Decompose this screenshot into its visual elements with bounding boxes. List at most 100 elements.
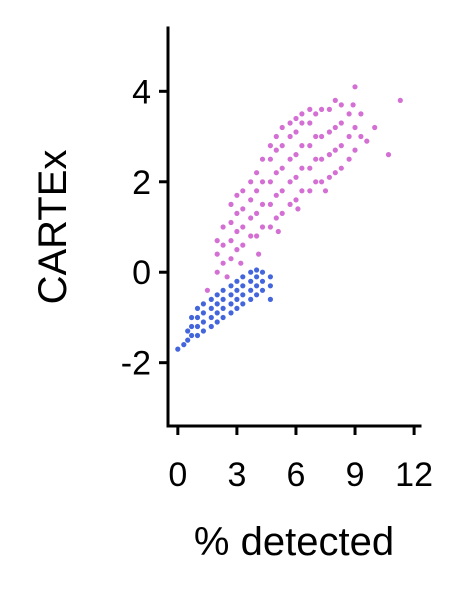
data-point: [267, 296, 273, 302]
x-tick-label: 6: [287, 456, 306, 494]
data-point: [313, 179, 319, 185]
data-point: [273, 215, 279, 221]
data-point: [326, 152, 332, 158]
data-point: [287, 133, 293, 140]
data-point: [326, 129, 332, 135]
x-axis-title: % detected: [194, 520, 394, 564]
data-point: [319, 156, 325, 162]
data-point: [254, 267, 260, 273]
data-point: [234, 192, 240, 198]
data-point: [397, 97, 403, 103]
data-point: [332, 124, 338, 131]
data-point: [220, 242, 226, 248]
data-point: [228, 283, 234, 289]
data-point: [332, 170, 338, 176]
data-point: [200, 328, 206, 334]
data-point: [228, 219, 234, 226]
data-point: [175, 346, 181, 352]
data-point: [234, 247, 240, 253]
data-point: [352, 84, 358, 90]
data-point: [208, 296, 214, 302]
data-point: [332, 147, 338, 153]
data-point: [214, 238, 220, 244]
data-point: [295, 206, 301, 212]
data-point: [332, 97, 338, 103]
data-point: [346, 111, 352, 117]
data-point: [220, 260, 226, 266]
data-point: [208, 323, 214, 330]
data-point: [214, 251, 220, 257]
data-point: [313, 111, 319, 117]
data-point: [248, 296, 254, 302]
data-point: [214, 310, 220, 316]
y-tick-label: 4: [132, 73, 151, 111]
data-point: [287, 120, 293, 126]
data-point: [322, 188, 329, 194]
data-point: [254, 170, 260, 176]
data-point: [338, 102, 344, 108]
data-point: [248, 287, 254, 293]
data-point: [181, 342, 187, 348]
data-point: [220, 296, 226, 302]
data-point: [240, 242, 246, 248]
data-point: [259, 278, 266, 284]
data-point: [234, 305, 240, 311]
data-point: [194, 305, 201, 311]
data-point: [248, 179, 254, 185]
data-point: [240, 283, 246, 289]
data-point: [228, 238, 234, 244]
data-point: [267, 143, 273, 149]
data-point: [267, 274, 273, 280]
data-point: [259, 224, 266, 230]
data-point: [220, 305, 226, 311]
data-point: [208, 305, 214, 311]
data-point: [319, 133, 325, 140]
data-point: [248, 233, 254, 239]
y-axis-title: CARTEx: [31, 150, 75, 305]
data-point: [313, 156, 319, 162]
data-point: [319, 179, 325, 185]
data-point: [267, 283, 273, 289]
y-tick-label: -2: [121, 345, 151, 383]
data-point: [259, 269, 266, 275]
data-point: [319, 106, 325, 112]
data-point: [256, 251, 262, 257]
data-point: [352, 124, 358, 131]
data-point: [287, 179, 293, 185]
data-point: [275, 228, 281, 235]
data-point: [254, 283, 260, 289]
data-point: [299, 120, 305, 126]
data-point: [293, 197, 299, 203]
data-point: [279, 188, 285, 194]
data-point: [200, 301, 206, 307]
data-point: [248, 278, 254, 284]
data-point: [254, 188, 260, 194]
data-point: [313, 133, 319, 140]
data-point: [240, 274, 246, 280]
data-point: [185, 337, 191, 343]
data-point: [194, 323, 201, 330]
data-point: [194, 332, 201, 339]
data-point: [267, 224, 273, 230]
data-point: [307, 106, 313, 112]
data-point: [240, 301, 246, 307]
data-point: [220, 287, 226, 293]
data-point: [254, 292, 260, 298]
data-point: [279, 165, 285, 171]
data-point: [338, 143, 344, 149]
data-point: [350, 102, 356, 108]
data-point: [352, 147, 358, 153]
data-point: [279, 210, 285, 216]
data-point: [240, 224, 246, 230]
data-point: [259, 287, 266, 293]
data-point: [259, 179, 266, 185]
data-point: [254, 233, 260, 239]
data-point: [279, 143, 285, 149]
data-point: [240, 188, 246, 194]
data-point: [326, 106, 332, 112]
data-point: [279, 124, 285, 131]
data-point: [307, 165, 313, 171]
data-point: [364, 138, 370, 144]
data-point: [326, 174, 332, 180]
data-point: [273, 147, 279, 153]
